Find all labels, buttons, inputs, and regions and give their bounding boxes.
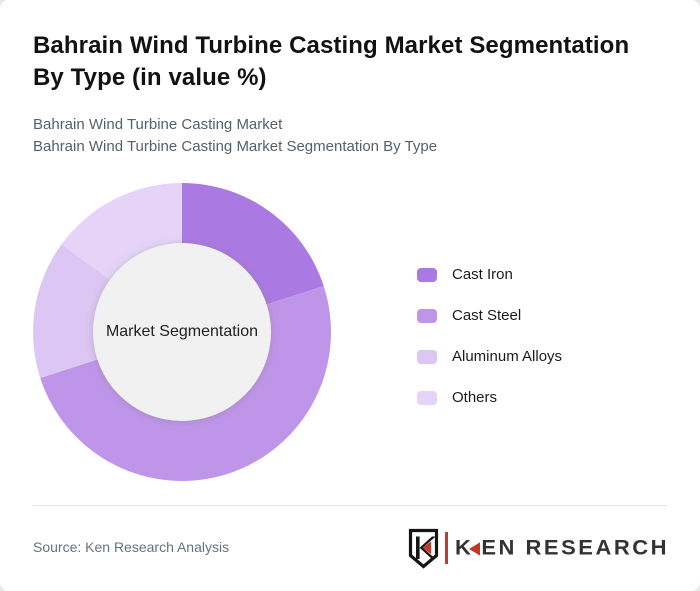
chart-subtitle: Bahrain Wind Turbine Casting Market Bahr… — [33, 114, 437, 158]
legend-label-cast-iron: Cast Iron — [452, 266, 513, 283]
red-triangle-icon — [469, 542, 481, 556]
logo-rest-text: EN RESEARCH — [481, 535, 669, 560]
legend-label-others: Others — [452, 389, 498, 406]
chart-legend: Cast Iron Cast Steel Aluminum Alloys Others — [417, 266, 562, 430]
logo-separator-bar — [444, 532, 448, 564]
legend-swatch-aluminum-alloys — [417, 349, 437, 364]
legend-label-cast-steel: Cast Steel — [452, 307, 522, 324]
legend-label-aluminum-alloys: Aluminum Alloys — [452, 348, 563, 365]
legend-item-aluminum-alloys[interactable]: Aluminum Alloys — [417, 348, 562, 365]
ken-research-logo: K EN RESEARCH — [408, 528, 669, 569]
subtitle-line-2: Bahrain Wind Turbine Casting Market Segm… — [33, 138, 438, 155]
page-title: Bahrain Wind Turbine Casting Market Segm… — [33, 32, 630, 91]
legend-item-cast-steel[interactable]: Cast Steel — [417, 307, 562, 324]
footer-divider — [33, 505, 667, 506]
donut-hole — [93, 243, 271, 421]
donut-chart-svg — [33, 183, 332, 482]
legend-item-cast-iron[interactable]: Cast Iron — [417, 266, 562, 283]
subtitle-line-1: Bahrain Wind Turbine Casting Market — [33, 116, 283, 133]
legend-swatch-cast-iron — [417, 267, 437, 282]
legend-swatch-others — [417, 390, 437, 405]
legend-item-others[interactable]: Others — [417, 389, 562, 406]
source-note: Source: Ken Research Analysis — [33, 539, 230, 555]
donut-chart: Market Segmentation — [32, 182, 332, 482]
legend-swatch-cast-steel — [417, 308, 437, 323]
logo-wordmark: K EN RESEARCH — [455, 536, 669, 561]
logo-letter-k: K — [454, 535, 474, 560]
shield-k-icon — [408, 528, 439, 569]
